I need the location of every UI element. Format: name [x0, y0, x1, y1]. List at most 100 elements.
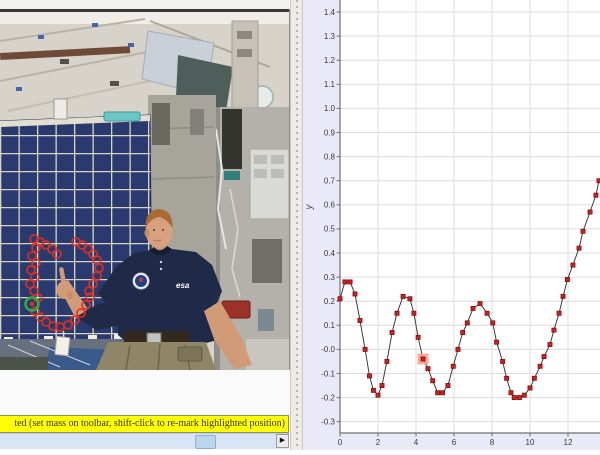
data-point-marker[interactable]	[342, 279, 348, 285]
x-tick-label: 12	[564, 438, 573, 447]
data-point-marker[interactable]	[450, 363, 456, 369]
data-point-marker[interactable]	[400, 293, 406, 299]
status-message-text: ted (set mass on toolbar, shift-click to…	[14, 418, 285, 429]
data-point-marker[interactable]	[389, 330, 395, 335]
data-point-marker[interactable]	[464, 320, 470, 326]
y-tick-label: 1.2	[324, 56, 336, 65]
x-tick-label: 4	[414, 438, 419, 447]
track-point-marker	[29, 286, 39, 296]
data-point-marker[interactable]	[484, 310, 490, 316]
data-point-marker[interactable]	[521, 392, 527, 398]
y-tick-label: -0.2	[321, 393, 335, 402]
data-point-marker[interactable]	[366, 373, 372, 379]
data-point-marker[interactable]	[362, 346, 368, 352]
y-tick-label: 1.4	[324, 8, 336, 17]
y-tick-label: 0.8	[324, 152, 336, 161]
x-tick-label: 6	[452, 438, 457, 447]
data-point-marker[interactable]	[511, 395, 517, 401]
data-point-marker[interactable]	[470, 305, 476, 311]
y-tick-label: -0.0	[321, 345, 335, 354]
data-point-marker[interactable]	[357, 318, 363, 323]
data-point-marker[interactable]	[394, 310, 400, 316]
data-point-marker[interactable]	[460, 330, 466, 335]
data-point-marker[interactable]	[537, 363, 543, 369]
data-point-marker[interactable]	[430, 378, 436, 384]
pane-splitter[interactable]	[290, 0, 303, 450]
track-point-marker	[63, 320, 73, 330]
y-tick-label: 0.5	[324, 225, 336, 234]
y-tick-label: 0.7	[324, 177, 336, 186]
video-pane: esa ted	[0, 0, 290, 450]
data-point-marker[interactable]	[587, 209, 593, 215]
data-point-marker[interactable]	[551, 327, 557, 333]
track-point-marker	[31, 258, 41, 268]
data-point-marker[interactable]	[375, 392, 381, 398]
data-point-marker[interactable]	[596, 178, 600, 184]
data-point-marker[interactable]	[407, 296, 413, 302]
track-point-marker	[76, 308, 86, 318]
y-tick-label: 1.0	[324, 104, 336, 113]
y-tick-label: 0.4	[324, 249, 336, 258]
video-view[interactable]: esa	[0, 9, 290, 370]
data-point-marker[interactable]	[494, 339, 500, 345]
y-tick-label: 0.3	[324, 273, 336, 282]
plot-area[interactable]	[340, 0, 600, 433]
data-point-marker[interactable]	[352, 291, 358, 297]
data-point-marker[interactable]	[564, 277, 570, 282]
data-point-marker[interactable]	[455, 346, 461, 352]
data-point-marker[interactable]	[576, 245, 582, 251]
track-point-marker	[52, 249, 62, 259]
video-scrollbar[interactable]: ▶	[0, 433, 289, 449]
data-point-marker[interactable]	[500, 358, 506, 364]
data-point-marker[interactable]	[580, 228, 586, 234]
data-point-marker[interactable]	[411, 310, 417, 316]
data-point-marker[interactable]	[445, 383, 451, 388]
track-point-marker	[35, 312, 45, 322]
data-point-marker[interactable]	[477, 301, 483, 307]
data-point-marker[interactable]	[415, 334, 421, 340]
data-point-marker[interactable]	[527, 385, 533, 391]
data-point-marker[interactable]	[541, 354, 547, 360]
track-marker-overlay	[24, 234, 104, 332]
data-point-marker[interactable]	[547, 342, 553, 348]
y-tick-label: 0.2	[324, 297, 336, 306]
y-tick-label: -0.1	[321, 369, 335, 378]
data-point-marker[interactable]	[560, 293, 566, 299]
y-tick-label: 0.1	[324, 321, 336, 330]
y-tick-label: 0.6	[324, 201, 336, 210]
scrollbar-thumb[interactable]	[195, 435, 216, 449]
window-top-strip	[0, 0, 289, 9]
track-point-marker	[31, 243, 41, 253]
track-point-marker	[27, 251, 37, 261]
track-point-marker	[26, 265, 36, 275]
data-point-marker[interactable]	[531, 375, 537, 381]
data-point-marker[interactable]	[435, 390, 441, 396]
data-point-marker[interactable]	[593, 192, 599, 198]
data-point-marker[interactable]	[425, 366, 431, 372]
data-point-marker[interactable]	[379, 383, 385, 388]
data-point-marker[interactable]	[504, 375, 510, 381]
y-axis-title: y	[304, 204, 315, 211]
track-point-marker	[88, 279, 98, 289]
data-point-marker[interactable]	[420, 356, 426, 362]
track-point-marker	[85, 292, 95, 302]
data-point-marker[interactable]	[440, 390, 446, 396]
track-point-marker	[25, 279, 35, 289]
data-point-marker[interactable]	[347, 279, 353, 285]
data-point-marker[interactable]	[490, 320, 496, 326]
plot-pane[interactable]: 1.4 1.3 1.2 1.1 1.0 0.9 0.8 0.7 0.6 0.5 0.4 0.3 0.2 0…	[303, 0, 600, 450]
scrollbar-right-arrow-icon[interactable]: ▶	[276, 434, 289, 448]
x-tick-label: 2	[376, 438, 381, 447]
data-point-marker[interactable]	[508, 390, 514, 396]
data-point-marker[interactable]	[516, 395, 522, 401]
iss-rack-wall	[214, 107, 289, 370]
astronaut: esa	[56, 209, 252, 370]
data-point-marker[interactable]	[384, 358, 390, 364]
data-point-marker[interactable]	[370, 387, 376, 393]
data-point-marker[interactable]	[337, 296, 343, 302]
data-point-marker[interactable]	[556, 310, 562, 316]
track-point-marker	[81, 300, 91, 310]
y-tick-label: 1.3	[324, 32, 336, 41]
data-point-marker[interactable]	[570, 262, 576, 268]
y-tick-label: -0.3	[321, 417, 335, 426]
